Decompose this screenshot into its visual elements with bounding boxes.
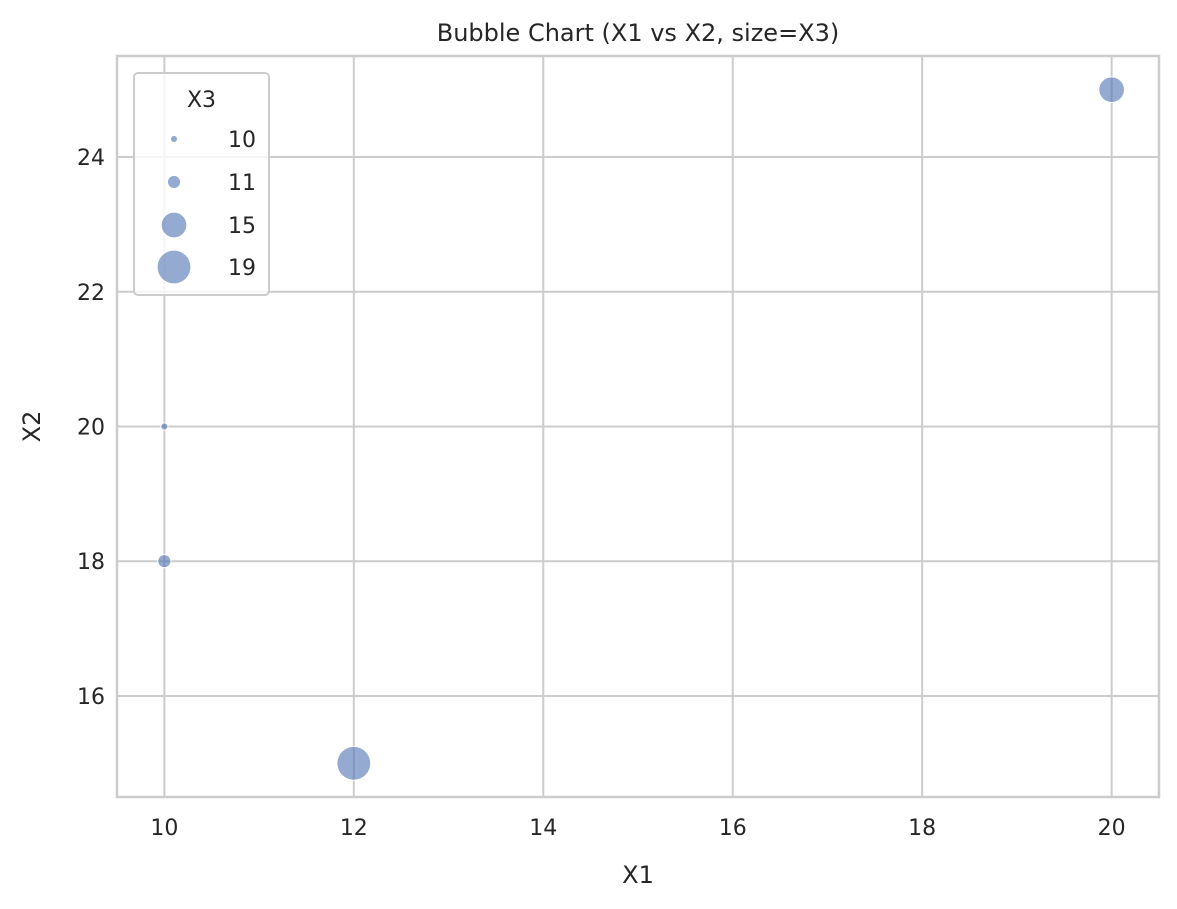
bubble-point — [336, 745, 372, 781]
legend-label: 11 — [228, 171, 256, 196]
grid-lines — [117, 56, 1159, 797]
legend-title: X3 — [187, 88, 216, 113]
chart-title: Bubble Chart (X1 vs X2, size=X3) — [437, 19, 840, 47]
legend-marker — [166, 174, 182, 190]
bubble-point — [1098, 76, 1125, 104]
y-tick-label: 22 — [77, 281, 105, 306]
x-axis-label: X1 — [622, 861, 654, 889]
legend: X3 10 11 15 19 — [133, 72, 270, 296]
y-axis-label: X2 — [18, 411, 46, 443]
plot-area — [115, 54, 1161, 799]
data-points — [157, 76, 1125, 781]
y-tick-label: 18 — [77, 550, 105, 575]
legend-marker — [156, 249, 192, 285]
legend-label: 10 — [228, 128, 256, 153]
tick-labels: 10 12 14 16 18 20 16 18 20 22 24 — [77, 146, 1126, 841]
x-tick-label: 20 — [1098, 816, 1126, 841]
x-tick-label: 10 — [150, 816, 178, 841]
legend-marker — [160, 211, 188, 239]
legend-label: 15 — [228, 214, 256, 239]
legend-entries: 10 11 15 19 — [156, 128, 256, 285]
bubble-point — [160, 422, 169, 431]
y-tick-label: 24 — [77, 146, 105, 171]
bubble-point — [157, 554, 172, 569]
x-tick-label: 12 — [340, 816, 368, 841]
legend-label: 19 — [228, 256, 256, 281]
x-tick-label: 18 — [908, 816, 936, 841]
legend-box — [133, 72, 270, 296]
y-tick-label: 16 — [77, 685, 105, 710]
x-tick-label: 16 — [719, 816, 747, 841]
y-tick-label: 20 — [77, 416, 105, 441]
x-tick-label: 14 — [529, 816, 557, 841]
legend-marker — [169, 134, 179, 144]
